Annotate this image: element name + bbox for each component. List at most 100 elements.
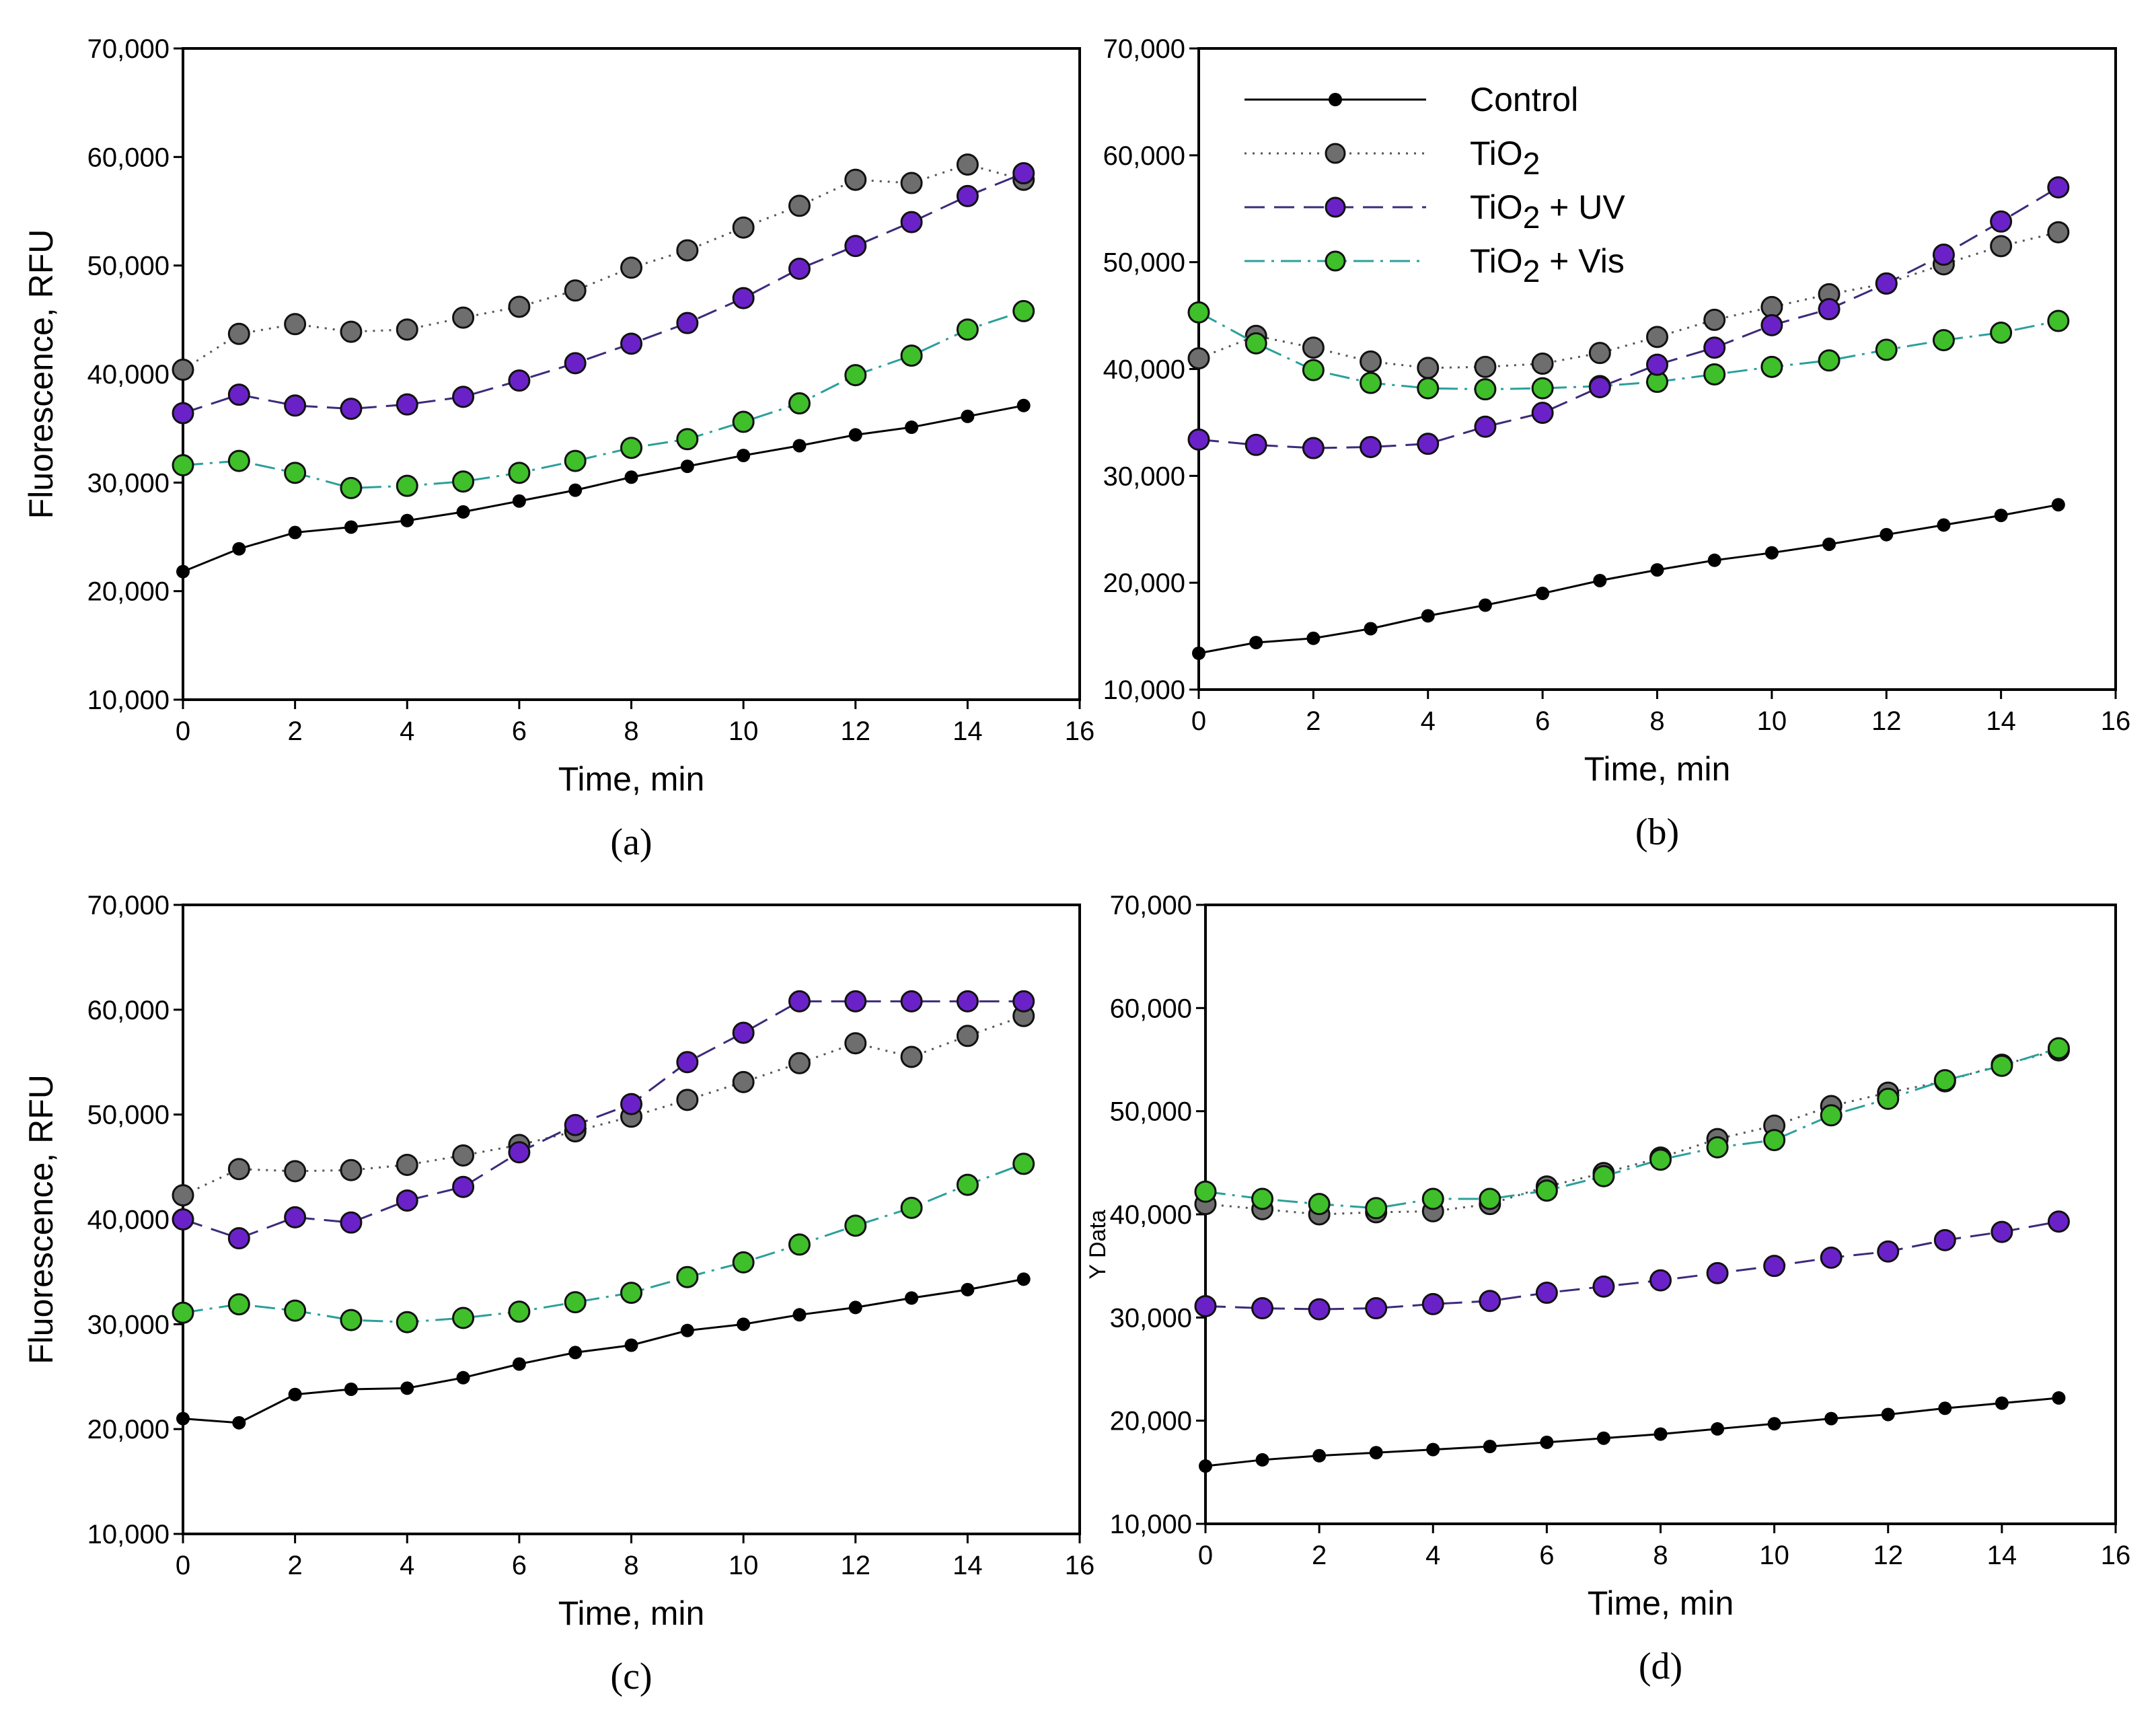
chart-c-point-tio2-vis: [676, 1265, 699, 1288]
chart-c-point-tio2-uv: [732, 1021, 755, 1044]
chart-d-point-tio2-vis: [1421, 1187, 1444, 1210]
chart-b-series-line-tio2-uv: [1198, 186, 2059, 449]
chart-a-point-tio2: [620, 256, 642, 279]
chart-b-y-tick-label: 60,000: [1103, 141, 1185, 171]
chart-d-y-tick-label: 60,000: [1110, 994, 1192, 1023]
chart-d-point-tio2-uv: [1877, 1240, 1900, 1263]
chart-b-point-tio2-vis: [1360, 371, 1382, 394]
chart-d-point-tio2-uv: [1365, 1297, 1388, 1320]
chart-c-series-line-tio2-uv: [182, 1000, 1024, 1240]
chart-d-point-tio2-vis: [1877, 1087, 1900, 1110]
chart-d-point-tio2-uv: [1991, 1220, 2013, 1243]
chart-d-point-control: [1596, 1431, 1610, 1445]
chart-a-point-tio2-uv: [508, 369, 531, 392]
chart-b-series-line-control: [1198, 503, 2059, 655]
chart-a-point-tio2-vis: [172, 454, 194, 477]
chart-b-point-control: [1707, 553, 1721, 567]
chart-a-point-tio2-vis: [452, 470, 475, 493]
chart-a-point-tio2: [732, 216, 755, 239]
chart-a-point-control: [905, 420, 919, 435]
legend-text-part: 2: [1523, 146, 1540, 181]
chart-a-point-tio2-vis: [508, 462, 531, 484]
chart-a-point-tio2: [564, 279, 587, 302]
chart-a-point-tio2-vis: [956, 318, 979, 341]
chart-a-point-tio2-uv: [956, 184, 979, 207]
chart-a-point-tio2: [396, 318, 418, 341]
chart-a-point-tio2-uv: [452, 385, 475, 408]
chart-a-point-tio2-vis: [732, 410, 755, 433]
chart-b-panel-label: (b): [1635, 811, 1679, 853]
chart-a-point-control: [400, 513, 414, 527]
chart-b-point-control: [1650, 563, 1664, 577]
chart-a-y-tick-label: 40,000: [87, 360, 170, 390]
chart-a-y-axis-label: Fluorescence, RFU: [22, 229, 60, 519]
chart-a-y-tick-label: 30,000: [87, 468, 170, 498]
panel-c: 0 2 4 6 8 10 12 14 16 10,000 20,000 30,000 40,000 50,…: [22, 891, 1111, 1697]
panel-d: 0 2 4 6 8 10 12 14 16 10,000 20,000 30,000 40,000 50,…: [1110, 891, 2131, 1687]
chart-b-point-tio2-vis: [1703, 363, 1726, 385]
chart-d-point-tio2-uv: [1308, 1298, 1331, 1321]
chart-d-point-control: [1199, 1459, 1212, 1473]
chart-a-point-control: [1016, 398, 1031, 412]
chart-b-point-tio2: [1302, 336, 1325, 359]
chart-c-point-control: [737, 1317, 751, 1331]
chart-c-point-tio2-uv: [676, 1051, 699, 1074]
chart-b-legend-marker-control: [1329, 93, 1342, 106]
chart-c-x-tick-label: 16: [1065, 1551, 1095, 1580]
chart-d-y-tick-label: 40,000: [1110, 1200, 1192, 1230]
chart-c-point-tio2: [788, 1052, 811, 1074]
chart-a-point-tio2-uv: [396, 393, 418, 416]
chart-c-point-tio2-uv: [340, 1211, 363, 1234]
chart-c-point-tio2: [676, 1089, 699, 1111]
chart-d-point-tio2-uv: [1763, 1255, 1786, 1278]
chart-d-point-tio2-uv: [1933, 1228, 1956, 1251]
chart-b-point-tio2-uv: [1360, 435, 1382, 458]
chart-a-y-tick-label: 70,000: [87, 34, 170, 64]
chart-b-point-tio2-vis: [1244, 332, 1267, 355]
chart-d-y-tick-label: 50,000: [1110, 1097, 1192, 1127]
chart-b-legend-label-tio2: TiO2: [1470, 135, 1540, 181]
chart-c-point-tio2-vis: [284, 1299, 307, 1322]
chart-a-y-tick-label: 50,000: [87, 252, 170, 281]
chart-a-point-tio2: [844, 168, 867, 191]
chart-b-point-control: [1306, 631, 1321, 645]
chart-b-point-tio2-uv: [1760, 314, 1783, 336]
chart-b-point-tio2-uv: [1703, 336, 1726, 359]
chart-c-point-tio2-vis: [452, 1307, 475, 1329]
chart-a-point-tio2-uv: [676, 311, 699, 334]
chart-b-point-tio2: [1187, 347, 1210, 370]
chart-d-point-tio2-vis: [1308, 1193, 1331, 1216]
chart-c-point-control: [400, 1381, 414, 1395]
chart-c-x-axis-label: Time, min: [558, 1594, 705, 1632]
chart-b-point-tio2-vis: [1474, 378, 1497, 401]
chart-c-right-axis-label: Y Data: [1085, 1210, 1111, 1279]
chart-a-point-control: [568, 483, 583, 497]
chart-a-point-tio2: [676, 239, 699, 262]
chart-c-point-tio2-uv: [844, 990, 867, 1013]
chart-d-point-tio2-vis: [1649, 1148, 1672, 1171]
chart-b-point-control: [1593, 573, 1607, 587]
chart-b-y-tick-label: 70,000: [1103, 34, 1185, 64]
chart-b-point-tio2-vis: [1187, 301, 1210, 324]
chart-a-x-axis-label: Time, min: [558, 760, 705, 798]
chart-a-x-tick-label: 0: [176, 716, 190, 746]
chart-b-x-tick-label: 8: [1649, 706, 1664, 736]
chart-c-x-tick-label: 10: [729, 1551, 759, 1580]
chart-c-y-tick-label: 30,000: [87, 1310, 170, 1339]
chart-c-point-tio2: [732, 1070, 755, 1093]
chart-c-y-tick-label: 50,000: [87, 1101, 170, 1130]
chart-a-point-tio2-uv: [340, 398, 363, 420]
panel-b: 0 2 4 6 8 10 12 14 16 10,000 20,000 30,000 40,000 50,…: [1103, 34, 2131, 853]
chart-b-x-tick-label: 10: [1757, 706, 1787, 736]
chart-a-point-tio2-uv: [788, 258, 811, 281]
chart-d-y-tick-label: 30,000: [1110, 1303, 1192, 1333]
chart-d-x-axis-label: Time, min: [1588, 1584, 1734, 1622]
legend-text-part: + UV: [1540, 188, 1625, 226]
chart-a-point-control: [456, 505, 470, 519]
chart-c-x-tick-label: 2: [288, 1551, 303, 1580]
chart-d-x-tick-label: 2: [1312, 1541, 1327, 1570]
chart-c-point-control: [961, 1282, 975, 1296]
chart-b-point-tio2: [1990, 235, 2013, 258]
chart-d-point-tio2-uv: [1649, 1269, 1672, 1292]
chart-c-x-tick-label: 0: [176, 1551, 190, 1580]
